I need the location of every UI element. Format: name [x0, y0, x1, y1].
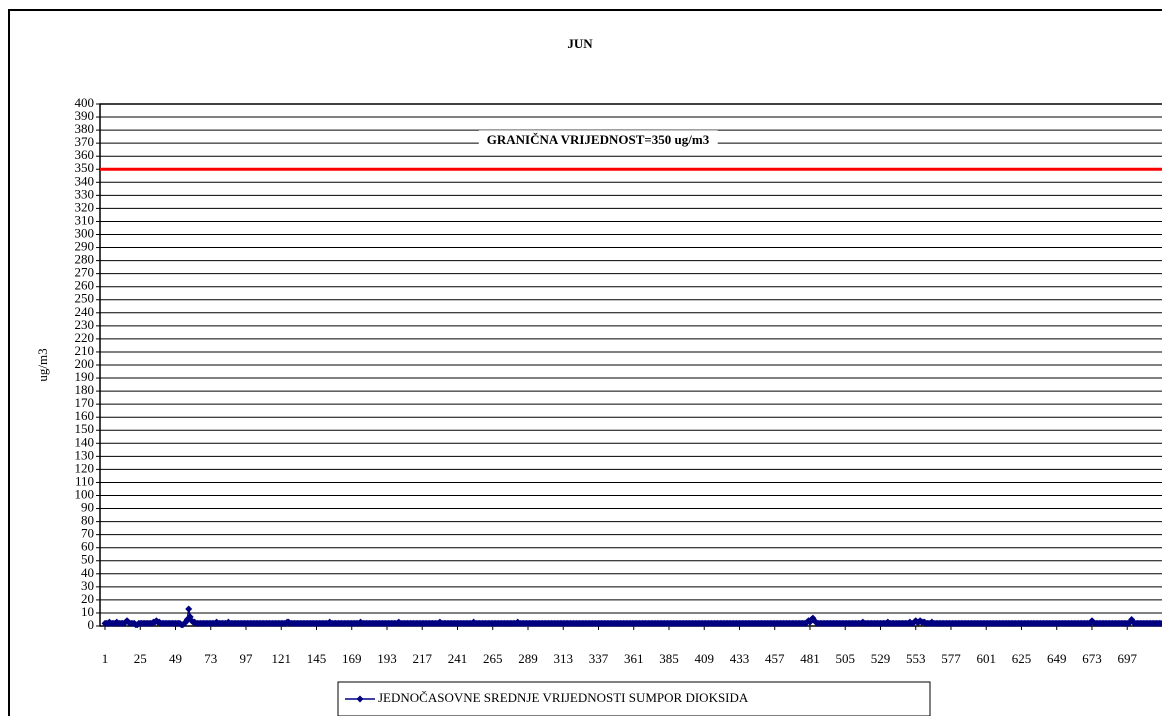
x-tick-label: 625	[1012, 651, 1032, 666]
y-tick-label: 240	[75, 304, 95, 319]
y-tick-label: 120	[75, 460, 95, 475]
x-tick-label: 169	[342, 651, 362, 666]
legend-marker	[356, 695, 364, 703]
y-tick-label: 40	[81, 565, 94, 580]
y-tick-label: 110	[75, 473, 94, 488]
x-tick-label: 73	[204, 651, 217, 666]
x-tick-label: 193	[377, 651, 397, 666]
y-tick-label: 230	[75, 317, 95, 332]
x-tick-label: 313	[553, 651, 573, 666]
y-tick-label: 260	[75, 278, 95, 293]
x-tick-label: 217	[412, 651, 432, 666]
x-tick-label: 145	[307, 651, 327, 666]
y-tick-label: 160	[75, 408, 95, 423]
y-tick-label: 220	[75, 330, 95, 345]
y-tick-label: 210	[75, 343, 95, 358]
x-tick-label: 673	[1082, 651, 1102, 666]
y-tick-label: 100	[75, 486, 95, 501]
y-tick-label: 80	[81, 513, 94, 528]
y-tick-label: 70	[81, 526, 94, 541]
y-tick-label: 150	[75, 421, 95, 436]
x-tick-label: 25	[134, 651, 147, 666]
y-axis-label: ug/m3	[35, 348, 50, 381]
y-tick-label: 280	[75, 252, 95, 267]
x-tick-label: 457	[765, 651, 785, 666]
x-tick-label: 577	[941, 651, 961, 666]
x-tick-label: 97	[239, 651, 253, 666]
x-tick-label: 433	[730, 651, 750, 666]
y-tick-label: 270	[75, 265, 95, 280]
chart-title: JUN	[567, 36, 593, 51]
x-tick-label: 529	[871, 651, 891, 666]
y-tick-label: 50	[81, 552, 94, 567]
x-tick-label: 121	[271, 651, 291, 666]
x-tick-label: 361	[624, 651, 644, 666]
y-tick-label: 390	[75, 108, 95, 123]
y-tick-label: 30	[81, 578, 94, 593]
x-tick-label: 601	[976, 651, 996, 666]
y-tick-label: 200	[75, 356, 95, 371]
x-tick-label: 697	[1117, 651, 1137, 666]
x-tick-label: 265	[483, 651, 503, 666]
x-tick-label: 385	[659, 651, 679, 666]
y-tick-label: 340	[75, 173, 95, 188]
y-tick-label: 60	[81, 539, 94, 554]
x-tick-label: 289	[518, 651, 538, 666]
y-tick-label: 180	[75, 382, 95, 397]
y-tick-label: 190	[75, 369, 95, 384]
y-tick-label: 250	[75, 291, 95, 306]
x-tick-label: 649	[1047, 651, 1067, 666]
y-tick-label: 320	[75, 199, 95, 214]
y-tick-label: 10	[81, 604, 94, 619]
x-tick-label: 49	[169, 651, 182, 666]
y-tick-label: 350	[75, 160, 95, 175]
y-tick-label: 20	[81, 591, 94, 606]
legend-label: JEDNOČASOVNE SREDNJE VRIJEDNOSTI SUMPOR …	[378, 690, 749, 705]
y-tick-label: 130	[75, 447, 95, 462]
y-tick-label: 170	[75, 395, 95, 410]
y-tick-label: 360	[75, 147, 95, 162]
x-tick-label: 553	[906, 651, 926, 666]
threshold-label-bg	[478, 130, 718, 150]
y-tick-label: 290	[75, 239, 95, 254]
x-tick-label: 481	[800, 651, 820, 666]
x-tick-label: 241	[448, 651, 468, 666]
legend-box	[337, 681, 931, 716]
y-tick-label: 300	[75, 225, 95, 240]
y-tick-label: 380	[75, 121, 95, 136]
x-tick-label: 337	[589, 651, 609, 666]
y-tick-label: 90	[81, 500, 94, 515]
y-tick-label: 310	[75, 212, 95, 227]
legend: JEDNOČASOVNE SREDNJE VRIJEDNOSTI SUMPOR …	[337, 681, 931, 716]
x-tick-label: 409	[694, 651, 714, 666]
point-marker	[1157, 619, 1162, 627]
y-tick-label: 0	[88, 617, 95, 632]
x-tick-label: 505	[835, 651, 855, 666]
threshold-label: GRANIČNA VRIJEDNOST=350 ug/m3	[487, 132, 710, 147]
y-tick-label: 330	[75, 186, 95, 201]
point-marker	[185, 605, 193, 613]
x-tick-label: 1	[102, 651, 109, 666]
y-tick-label: 400	[75, 95, 95, 110]
y-tick-label: 370	[75, 134, 95, 149]
y-tick-label: 140	[75, 434, 95, 449]
